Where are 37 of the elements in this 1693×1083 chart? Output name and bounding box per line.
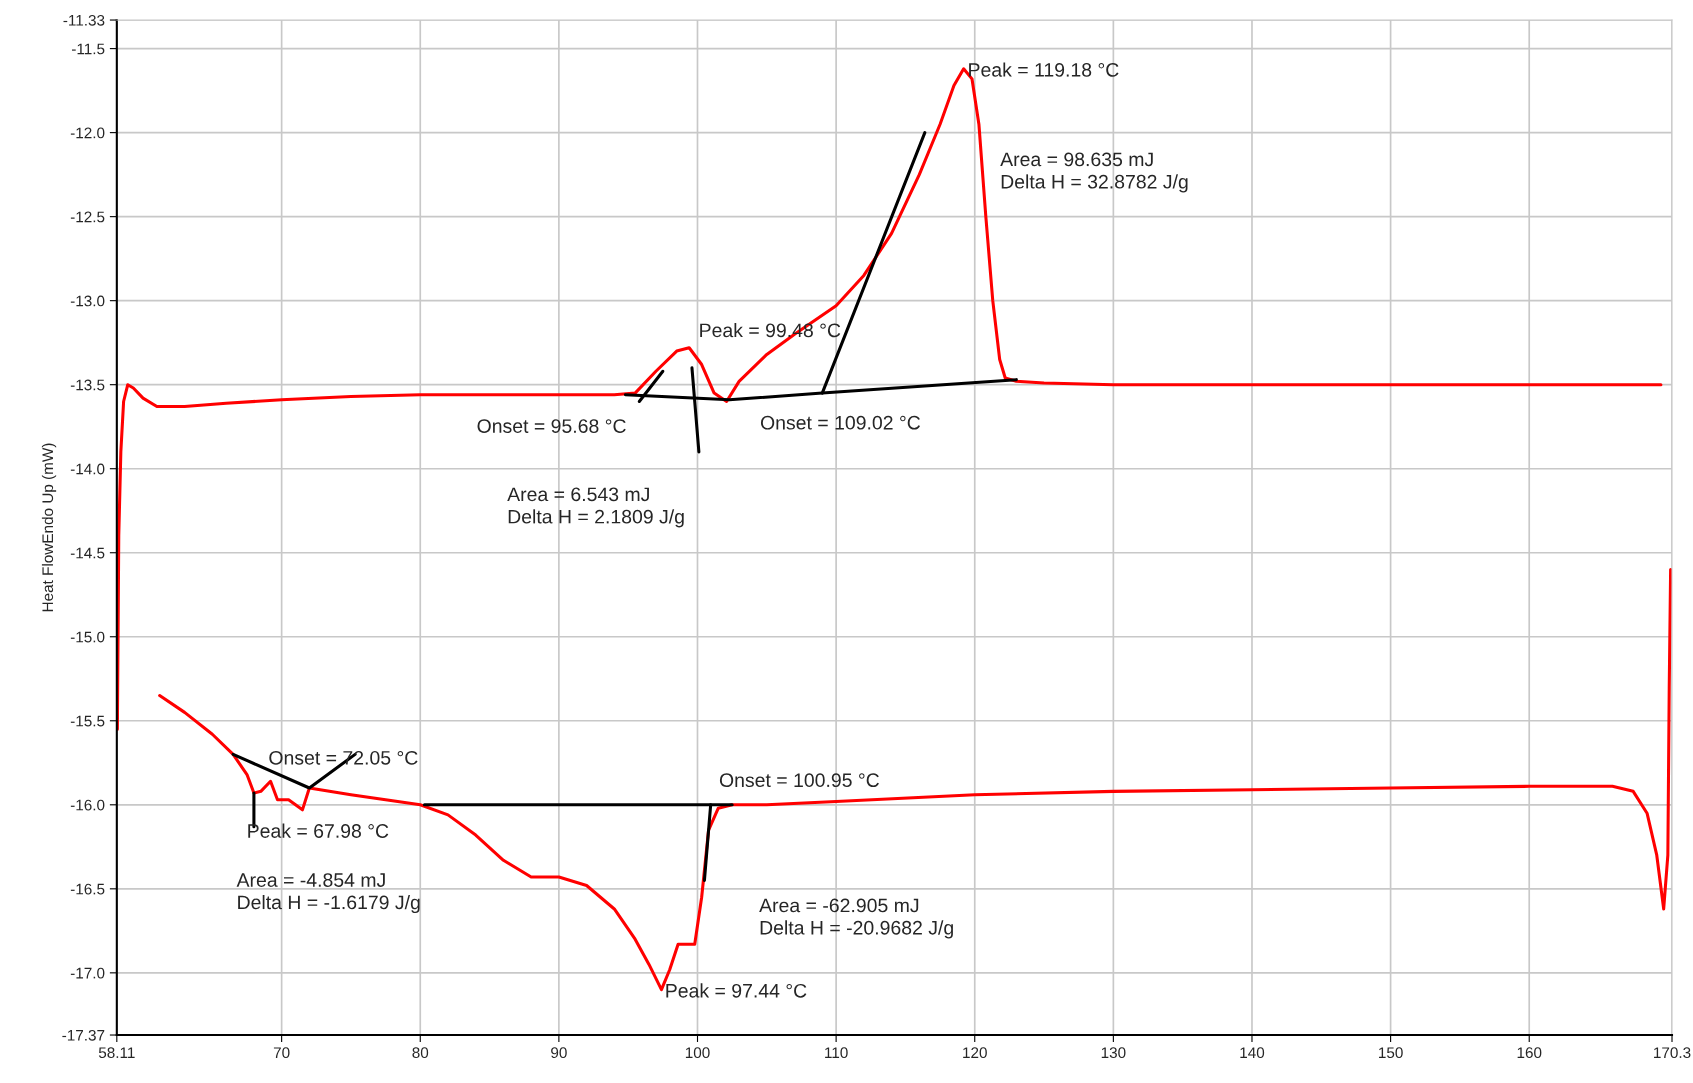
x-tick-label: 58.11 [98,1047,135,1059]
x-tick-label: 150 [1379,1047,1403,1059]
x-tick-label: 90 [551,1047,567,1059]
annotation: Onset = 100.95 °C [719,773,879,788]
x-tick-label: 130 [1101,1047,1126,1059]
y-tick-label: -14.0 [70,463,105,475]
y-tick-label: -12.5 [70,211,105,223]
x-tick-label: 100 [685,1047,710,1059]
x-tick-label: 140 [1240,1047,1265,1059]
annotation: Peak = 67.98 °C [248,823,389,838]
y-tick-label: -12.0 [70,127,105,139]
annotation: Area = -62.905 mJ Delta H = -20.9682 J/g [759,898,953,939]
y-tick-label: -15.5 [70,715,105,727]
y-tick-label: -15.0 [70,631,105,643]
annotation: Onset = 95.68 °C [477,419,626,433]
annotation: Area = 98.635 mJ Delta H = 32.8782 J/g [1000,152,1188,193]
x-tick-label: 160 [1517,1047,1542,1059]
y-tick-label: -11.5 [72,43,105,55]
y-tick-label: -17.0 [70,967,105,979]
y-tick-label: -14.5 [70,547,105,559]
x-tick-label: 120 [963,1047,987,1059]
annotation: Peak = 119.18 °C [969,62,1119,77]
x-tick-label: 170.3 [1654,1047,1691,1059]
x-tick-label: 70 [273,1047,290,1059]
annotation: Onset = 109.02 °C [760,415,921,430]
y-axis-title: Heat FlowEndo Up (mW) [41,443,57,612]
annotation: Area = -4.854 mJ Delta H = -1.6179 J/g [236,873,420,914]
annotation: Peak = 97.44 °C [666,983,807,998]
y-tick-label: -16.0 [70,799,105,811]
y-tick-label: -11.33 [63,14,105,26]
x-tick-label: 80 [412,1047,429,1059]
annotation: Area = 6.543 mJ Delta H = 2.1809 J/g [507,487,684,528]
y-tick-label: -13.5 [70,379,105,391]
x-tick-label: 110 [825,1047,848,1059]
y-tick-label: -17.37 [62,1029,105,1041]
y-tick-label: -13.0 [70,295,105,307]
y-tick-label: -16.5 [70,883,105,895]
